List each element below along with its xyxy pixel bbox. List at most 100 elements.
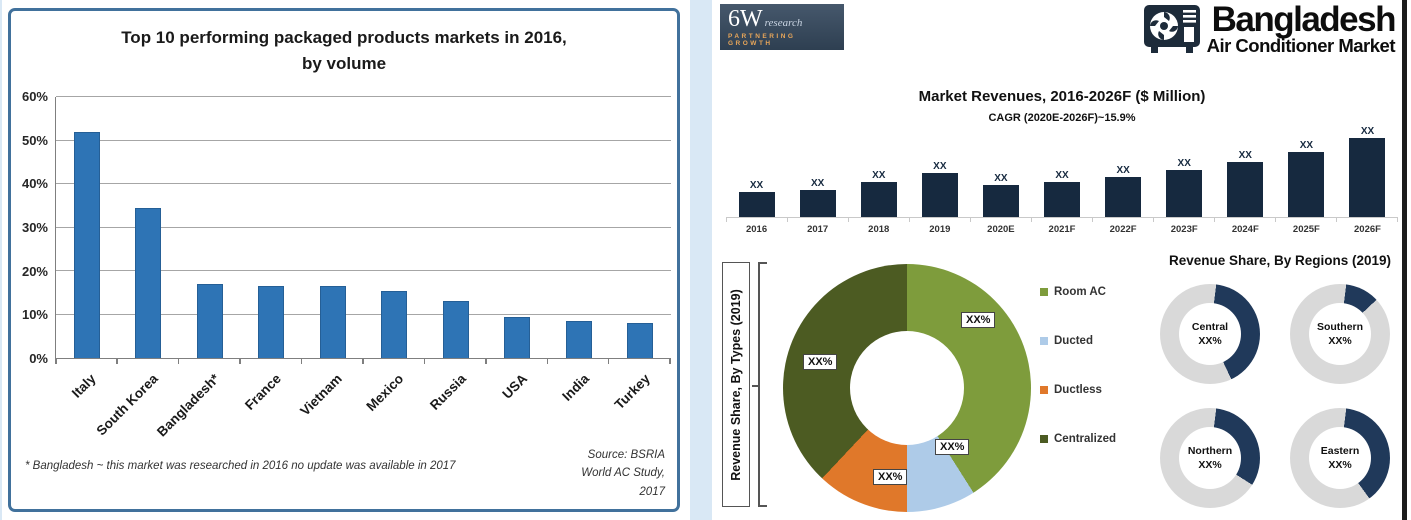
left-chart-plot-area: [55, 96, 672, 359]
axis-tick: [787, 218, 788, 222]
axis-tick: [116, 359, 118, 364]
x-label: France: [241, 371, 284, 413]
revenue-bar-column: XX: [1031, 120, 1092, 217]
axis-tick: [423, 359, 426, 364]
legend-label: Room AC: [1054, 286, 1106, 298]
types-donut-hole: [849, 330, 965, 446]
bar: [1105, 177, 1142, 217]
x-label-slot: France: [240, 363, 302, 459]
types-bracket: [752, 262, 767, 507]
bar: [627, 323, 654, 358]
bar-value-label: XX: [1055, 170, 1069, 181]
bar: [565, 321, 592, 358]
axis-tick: [1336, 218, 1337, 222]
bar-slot: [56, 97, 118, 358]
legend-swatch: [1040, 386, 1048, 394]
bar-value-label: XX: [1177, 158, 1191, 169]
bar-slot: [118, 97, 180, 358]
revenue-bar-column: XX: [970, 120, 1031, 217]
bar-value-label: XX: [933, 161, 947, 172]
legend-item: Ductless: [1040, 384, 1116, 396]
cagr-label: CAGR (2020E-2026F)~15.9%: [988, 112, 1136, 124]
left-chart-image: Top 10 performing packaged products mark…: [2, 0, 690, 520]
bar: [1288, 152, 1325, 217]
logo-6w: 6W: [728, 6, 763, 32]
x-label-slot: South Korea: [93, 363, 179, 459]
bar: [258, 286, 285, 358]
bar: [135, 207, 162, 358]
legend-item: Ducted: [1040, 335, 1116, 347]
year-label: 2020E: [987, 224, 1015, 235]
axis-tick: [607, 359, 610, 364]
x-label-slot: Vietnam: [298, 363, 363, 459]
bangladesh-ac-infographic: 6W research PARTNERING GROWTH Bangladesh…: [712, 0, 1411, 520]
packaged-products-chart: Top 10 performing packaged products mark…: [8, 8, 680, 512]
left-chart-title-line2: by volume: [301, 54, 387, 74]
left-chart-footer: * Bangladesh ~ this market was researche…: [25, 446, 665, 501]
revenue-year-labels: 2016 2017 2018 2019 2020E 2021F 2022F 2023F 2024…: [726, 221, 1398, 235]
bar-value-label: XX: [1360, 126, 1375, 137]
revenue-bar-column: XX: [909, 120, 970, 217]
bar: [1166, 170, 1203, 217]
region-name: Eastern: [1320, 445, 1360, 458]
bar-slot: [487, 97, 549, 358]
axis-tick: [1397, 218, 1398, 222]
bar-value-label: XX: [1299, 140, 1314, 151]
source-line: Source: BSRIA: [587, 448, 665, 461]
axis-tick: [55, 359, 57, 364]
legend-swatch: [1040, 337, 1048, 345]
region-donut-hole: Central XX%: [1179, 303, 1241, 365]
x-label: India: [558, 371, 592, 404]
slice-value-label: XX%: [873, 469, 908, 485]
logo-tagline: PARTNERING GROWTH: [728, 33, 796, 47]
y-tick-label: 10%: [21, 307, 48, 323]
axis-tick: [239, 359, 241, 364]
bar: [504, 316, 531, 358]
bar-slot: [610, 97, 672, 358]
year-label: 2023F: [1170, 224, 1198, 235]
right-edge-divider: [1402, 0, 1407, 520]
y-tick-label: 60%: [21, 89, 48, 104]
bar: [1044, 182, 1081, 217]
y-tick-label: 0%: [29, 351, 48, 366]
sixw-research-logo: 6W research PARTNERING GROWTH: [720, 4, 844, 50]
left-chart-title-line1: Top 10 performing packaged products mark…: [121, 28, 567, 47]
brand-country: Bangladesh: [1211, 0, 1397, 39]
legend-item: Room AC: [1040, 286, 1116, 298]
x-label: USA: [499, 371, 531, 402]
year-label: 2026F: [1354, 224, 1381, 235]
x-label: Mexico: [363, 371, 407, 414]
bar-value-label: XX: [810, 178, 825, 189]
year-label: 2025F: [1292, 224, 1320, 235]
axis-tick: [1092, 218, 1093, 222]
region-donut: Eastern XX%: [1290, 408, 1390, 508]
legend-label: Ductless: [1054, 384, 1102, 396]
y-tick-label: 50%: [21, 132, 48, 148]
region-name: Central: [1191, 321, 1229, 334]
x-label-slot: Bangladesh*: [154, 363, 240, 459]
source-line: World AC Study,: [581, 467, 665, 480]
bar: [982, 185, 1019, 217]
revenue-bar-column: XX: [1215, 120, 1276, 217]
region-value: XX%: [1198, 334, 1222, 347]
axis-tick: [485, 359, 487, 364]
axis-tick: [177, 359, 180, 364]
bar-slot: [364, 97, 426, 358]
types-axis-label-box: Revenue Share, By Types (2019): [722, 262, 750, 507]
region-donut-hole: Southern XX%: [1309, 303, 1371, 365]
legend-label: Centralized: [1054, 433, 1116, 445]
slice-value-label: XX%: [803, 354, 838, 370]
axis-tick: [909, 218, 910, 222]
revenue-bar-chart: XX XX XX XX XX XX XX XX XX XX XX 2016 2017 2018 2019 2…: [726, 120, 1398, 235]
gridline: [56, 139, 671, 141]
bar: [799, 190, 836, 217]
source-line: 2017: [639, 485, 665, 498]
year-label: 2018: [868, 224, 890, 235]
bar-slot: [241, 97, 303, 358]
types-donut-chart: XX% XX% XX% XX%: [783, 264, 1031, 512]
slice-value-label: XX%: [935, 439, 970, 455]
gridline: [56, 183, 671, 184]
region-name: Northern: [1187, 445, 1233, 458]
bar-value-label: XX: [872, 170, 886, 181]
bar: [73, 131, 100, 358]
